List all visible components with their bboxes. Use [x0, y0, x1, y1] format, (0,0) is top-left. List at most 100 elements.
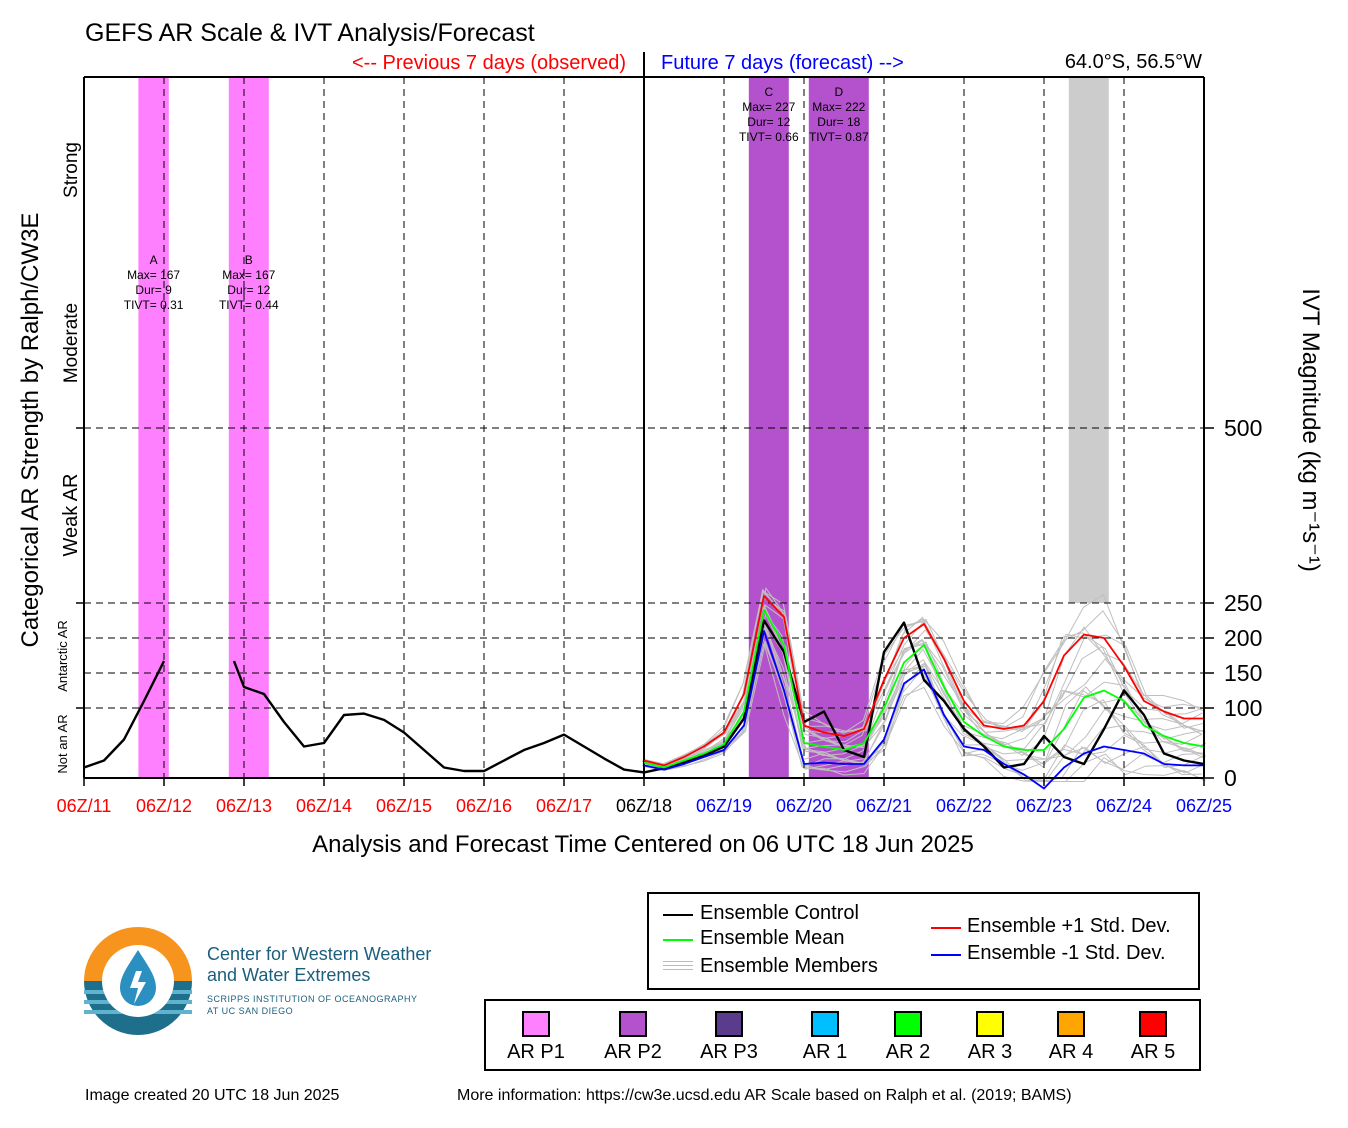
- category-swatch: [522, 1011, 550, 1037]
- location-label: 64.0°S, 56.5°W: [1065, 51, 1202, 73]
- logo-line-2: and Water Extremes: [207, 965, 371, 985]
- category-legend: AR P1 AR P2 AR P3 AR 1 AR 2 AR 3 AR 4 AR…: [484, 999, 1201, 1071]
- future-label: Future 7 days (forecast) -->: [661, 52, 904, 74]
- ar-event-bands: [138, 77, 1109, 778]
- axes: 06Z/11 06Z/12 06Z/13 06Z/14 06Z/15 06Z/16 06Z/…: [55, 76, 1262, 816]
- category-item: AR P1: [496, 1011, 576, 1064]
- category-swatch: [1139, 1011, 1167, 1037]
- category-swatch: [811, 1011, 839, 1037]
- series-ensemble-1-std-dev: [643, 630, 1204, 790]
- category-label-not-an-ar: Not an AR: [55, 714, 70, 773]
- category-swatch: [894, 1011, 922, 1037]
- ar-annotation-c-tivt: TIVT= 0.66: [739, 130, 799, 144]
- series-ensemble-control: [83, 660, 166, 769]
- x-tick-label: 06Z/13: [216, 796, 272, 816]
- x-tick-label: 06Z/15: [376, 796, 432, 816]
- category-item: AR P3: [689, 1011, 769, 1064]
- x-tick-label: 06Z/22: [936, 796, 992, 816]
- category-label-weak-ar: Weak AR: [60, 474, 82, 557]
- logo-subtitle: SCRIPPS INSTITUTION OF OCEANOGRAPHY AT U…: [207, 993, 418, 1017]
- category-label: AR 4: [1048, 1041, 1094, 1063]
- logo-title: Center for Western Weather and Water Ext…: [207, 944, 431, 986]
- left-axis-title: Categorical AR Strength by Ralph/CW3E: [17, 213, 44, 648]
- ar-annotation-b-tivt: TIVT= 0.44: [219, 298, 279, 312]
- x-tick-label: 06Z/24: [1096, 796, 1152, 816]
- chart-title: GEFS AR Scale & IVT Analysis/Forecast: [85, 19, 535, 47]
- x-axis-title: Analysis and Forecast Time Centered on 0…: [312, 831, 974, 858]
- cw3e-logo: [84, 927, 192, 1035]
- ensemble-member-line: [641, 634, 1203, 783]
- legend-plus-std-swatch: [931, 927, 961, 929]
- legend-mean-label: Ensemble Mean: [700, 927, 845, 949]
- gray-band: [1068, 77, 1109, 603]
- series-ensemble-mean: [643, 609, 1205, 769]
- x-tick-label: 06Z/25: [1176, 796, 1232, 816]
- y-tick-label: 250: [1224, 590, 1262, 616]
- ensemble-member-line: [645, 640, 1206, 782]
- x-tick-label: 06Z/19: [696, 796, 752, 816]
- legend-members-swatch: [663, 960, 693, 970]
- ensemble-members: [641, 586, 1207, 783]
- ensemble-member-line: [645, 626, 1206, 783]
- legend-control-label: Ensemble Control: [700, 902, 859, 924]
- previous-label: <-- Previous 7 days (observed): [352, 52, 626, 74]
- category-swatch: [619, 1011, 647, 1037]
- series-lines: [83, 595, 1205, 790]
- x-tick-label: 06Z/14: [296, 796, 352, 816]
- x-tick-label: 06Z/21: [856, 796, 912, 816]
- category-swatch: [715, 1011, 743, 1037]
- legend-control-swatch: [663, 914, 693, 916]
- category-item: AR 2: [868, 1011, 948, 1064]
- legend-minus-std-label: Ensemble -1 Std. Dev.: [967, 942, 1166, 964]
- y-tick-label: 150: [1224, 660, 1262, 686]
- x-tick-label: 06Z/17: [536, 796, 592, 816]
- right-axis-title: IVT Magnitude (kg m⁻¹s⁻¹): [1297, 288, 1324, 572]
- ar-annotation-a-tivt: TIVT= 0.31: [124, 298, 184, 312]
- category-label: AR 5: [1130, 1041, 1176, 1063]
- legend-plus-std-label: Ensemble +1 Std. Dev.: [967, 915, 1171, 937]
- category-label-strong: Strong: [61, 142, 82, 198]
- category-item: AR 4: [1031, 1011, 1111, 1064]
- series-ensemble-1-std-dev: [643, 595, 1204, 767]
- category-label: AR 2: [885, 1041, 931, 1063]
- category-label: AR P2: [604, 1041, 662, 1063]
- legend-mean-swatch: [663, 939, 693, 941]
- ar-annotation-a-max: Max= 167: [127, 268, 180, 282]
- logo-line-3: SCRIPPS INSTITUTION OF OCEANOGRAPHY: [207, 994, 418, 1004]
- category-item: AR 3: [950, 1011, 1030, 1064]
- ar-annotation-d-max: Max= 222: [812, 100, 865, 114]
- y-tick-label: 500: [1224, 415, 1262, 441]
- series-ensemble-control: [232, 619, 1205, 774]
- y-tick-label: 100: [1224, 695, 1262, 721]
- category-item: AR 5: [1113, 1011, 1193, 1064]
- legend-minus-std-swatch: [931, 954, 961, 956]
- category-label-antarctic-ar: Antarctic AR: [55, 620, 70, 692]
- y-tick-label: 200: [1224, 625, 1262, 651]
- ar-annotation-d-id: D: [834, 85, 843, 99]
- ensemble-member-line: [643, 643, 1205, 782]
- category-swatch: [1057, 1011, 1085, 1037]
- category-item: AR 1: [785, 1011, 865, 1064]
- x-tick-label: 06Z/11: [57, 796, 112, 816]
- x-tick-label: 06Z/16: [456, 796, 512, 816]
- x-tick-label: 06Z/20: [776, 796, 832, 816]
- ar-annotation-c-dur: Dur= 12: [747, 115, 790, 129]
- ar-annotation-d-dur: Dur= 18: [817, 115, 860, 129]
- x-tick-label: 06Z/12: [136, 796, 192, 816]
- category-swatch: [976, 1011, 1004, 1037]
- category-item: AR P2: [593, 1011, 673, 1064]
- y-tick-label: 0: [1224, 765, 1237, 791]
- logo-line-4: AT UC SAN DIEGO: [207, 1006, 294, 1016]
- category-label-moderate: Moderate: [61, 303, 82, 383]
- ar-annotation-c-id: C: [764, 85, 773, 99]
- ar-annotation-b-max: Max= 167: [222, 268, 275, 282]
- x-tick-label: 06Z/23: [1016, 796, 1072, 816]
- ensemble-member-line: [643, 590, 1204, 765]
- x-tick-label: 06Z/18: [616, 796, 672, 816]
- footer-info: More information: https://cw3e.ucsd.edu …: [457, 1087, 1072, 1104]
- ar-annotation-a-dur: Dur= 9: [135, 283, 172, 297]
- ensemble-member-line: [642, 623, 1203, 771]
- ar-annotation-d-tivt: TIVT= 0.87: [809, 130, 869, 144]
- ensemble-member-line: [645, 604, 1206, 767]
